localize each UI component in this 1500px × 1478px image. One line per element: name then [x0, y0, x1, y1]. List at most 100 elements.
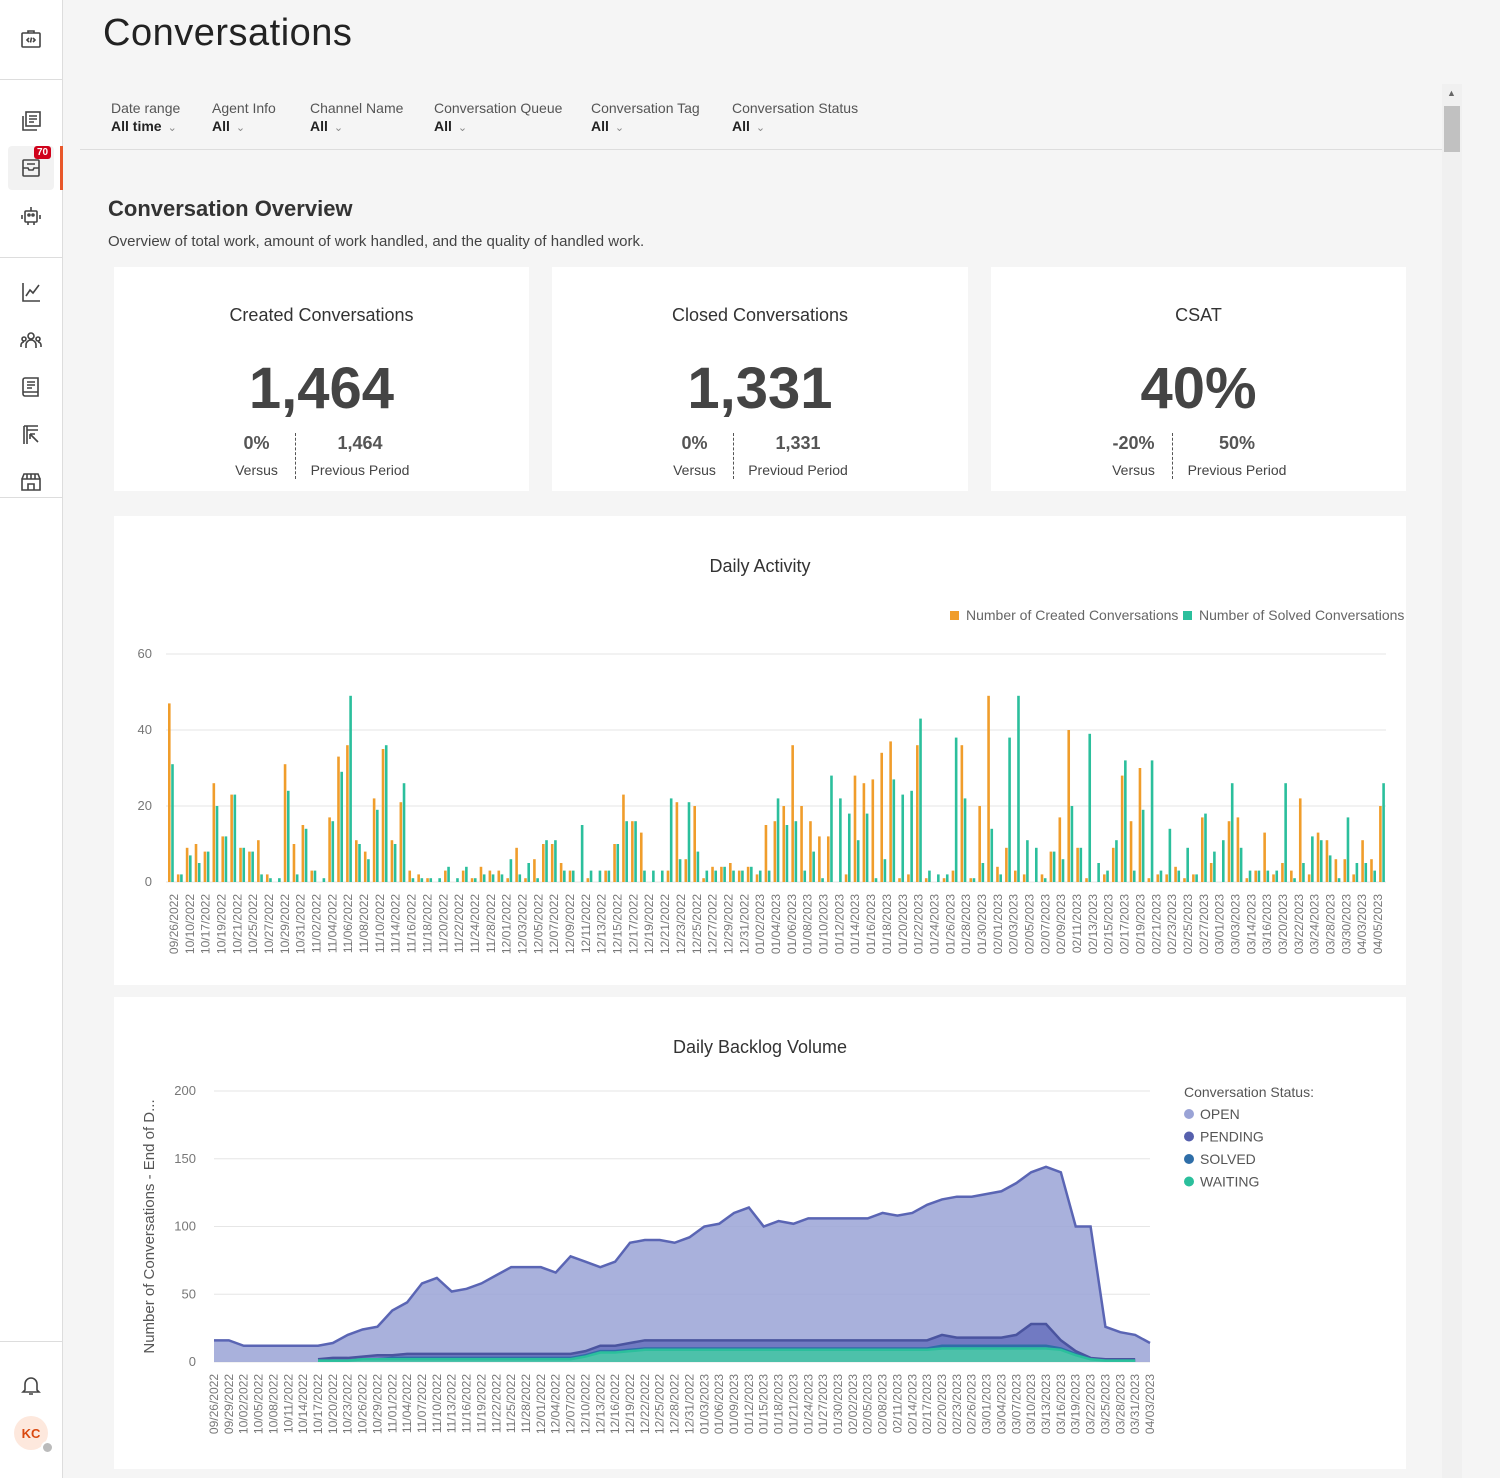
bar[interactable]: [634, 821, 637, 882]
bar[interactable]: [417, 874, 420, 882]
filter-date-range[interactable]: Date range All time ⌄: [111, 100, 180, 134]
bar[interactable]: [1043, 878, 1047, 882]
bar[interactable]: [456, 878, 459, 882]
bar[interactable]: [750, 866, 753, 882]
bar[interactable]: [720, 866, 723, 882]
bar[interactable]: [1049, 851, 1053, 882]
bar[interactable]: [839, 798, 842, 882]
bar[interactable]: [1132, 870, 1136, 882]
bar[interactable]: [168, 703, 171, 882]
bar[interactable]: [1307, 874, 1311, 882]
bar[interactable]: [910, 790, 913, 882]
bar[interactable]: [666, 870, 670, 882]
bar[interactable]: [1159, 870, 1163, 882]
bar[interactable]: [951, 870, 955, 882]
bar[interactable]: [260, 874, 263, 882]
bar[interactable]: [444, 870, 447, 882]
bar[interactable]: [1257, 870, 1261, 882]
bar[interactable]: [1076, 847, 1079, 882]
bar[interactable]: [497, 870, 501, 882]
bar[interactable]: [515, 847, 518, 882]
bar[interactable]: [304, 828, 308, 882]
bar[interactable]: [818, 836, 821, 882]
bar[interactable]: [295, 874, 299, 882]
bar[interactable]: [524, 878, 527, 882]
bar[interactable]: [571, 870, 575, 882]
bar[interactable]: [1070, 806, 1074, 882]
area-line[interactable]: [318, 1344, 1136, 1362]
bar[interactable]: [981, 863, 985, 882]
bar[interactable]: [892, 779, 896, 882]
bar[interactable]: [1328, 855, 1332, 882]
bar[interactable]: [248, 851, 251, 882]
bar[interactable]: [660, 870, 664, 882]
bar[interactable]: [283, 764, 287, 882]
bar[interactable]: [376, 809, 379, 882]
bar[interactable]: [883, 859, 887, 882]
bar[interactable]: [907, 874, 910, 882]
bar[interactable]: [221, 836, 225, 882]
area-line[interactable]: [214, 1165, 1151, 1347]
bar[interactable]: [568, 870, 572, 882]
bar[interactable]: [598, 870, 602, 882]
bar[interactable]: [197, 863, 201, 882]
bar[interactable]: [1192, 874, 1195, 882]
bar[interactable]: [185, 847, 189, 882]
bar[interactable]: [800, 806, 803, 882]
bar[interactable]: [554, 840, 557, 882]
bar[interactable]: [1026, 840, 1029, 882]
filter-channel-name[interactable]: Channel Name All ⌄: [310, 100, 403, 134]
bar[interactable]: [696, 851, 700, 882]
scrollbar-thumb[interactable]: [1444, 106, 1460, 152]
bar[interactable]: [589, 870, 593, 882]
bar[interactable]: [1230, 783, 1234, 882]
bar[interactable]: [1183, 878, 1186, 882]
bar[interactable]: [563, 870, 566, 882]
bar[interactable]: [429, 878, 433, 882]
developer-icon[interactable]: [16, 24, 46, 54]
bell-icon[interactable]: [16, 1370, 46, 1400]
bar[interactable]: [355, 840, 358, 882]
bar[interactable]: [773, 821, 777, 882]
bar[interactable]: [337, 756, 340, 882]
bar[interactable]: [1088, 733, 1092, 882]
bar[interactable]: [542, 844, 545, 882]
bar[interactable]: [482, 874, 486, 882]
bar[interactable]: [1213, 851, 1216, 882]
analytics-icon[interactable]: [16, 277, 46, 307]
bar[interactable]: [384, 745, 388, 882]
bar[interactable]: [233, 794, 237, 882]
bar[interactable]: [613, 844, 616, 882]
bar[interactable]: [518, 874, 522, 882]
bar[interactable]: [242, 847, 246, 882]
bar[interactable]: [862, 783, 866, 882]
bar[interactable]: [390, 840, 394, 882]
bar[interactable]: [844, 874, 848, 882]
bar[interactable]: [278, 878, 281, 882]
bar[interactable]: [580, 825, 584, 882]
bar[interactable]: [310, 870, 314, 882]
bar[interactable]: [755, 874, 759, 882]
filter-conversation-tag[interactable]: Conversation Tag All ⌄: [591, 100, 700, 134]
bar[interactable]: [1177, 870, 1181, 882]
bar[interactable]: [349, 695, 352, 882]
bar[interactable]: [1334, 859, 1338, 882]
bar[interactable]: [794, 821, 798, 882]
bar[interactable]: [746, 866, 750, 882]
bar[interactable]: [945, 874, 949, 882]
bar[interactable]: [928, 870, 931, 882]
bar[interactable]: [1290, 870, 1293, 882]
legend-label[interactable]: Number of Created Conversations: [966, 607, 1178, 623]
bar[interactable]: [340, 771, 343, 882]
bar[interactable]: [1156, 874, 1160, 882]
bar[interactable]: [1209, 863, 1213, 882]
bar[interactable]: [741, 870, 744, 882]
bar[interactable]: [821, 878, 824, 882]
bar[interactable]: [1174, 866, 1177, 882]
bar[interactable]: [812, 851, 815, 882]
bar[interactable]: [924, 878, 928, 882]
bar[interactable]: [729, 863, 732, 882]
bar[interactable]: [705, 870, 709, 882]
bar[interactable]: [559, 863, 563, 882]
bar[interactable]: [1017, 695, 1020, 882]
